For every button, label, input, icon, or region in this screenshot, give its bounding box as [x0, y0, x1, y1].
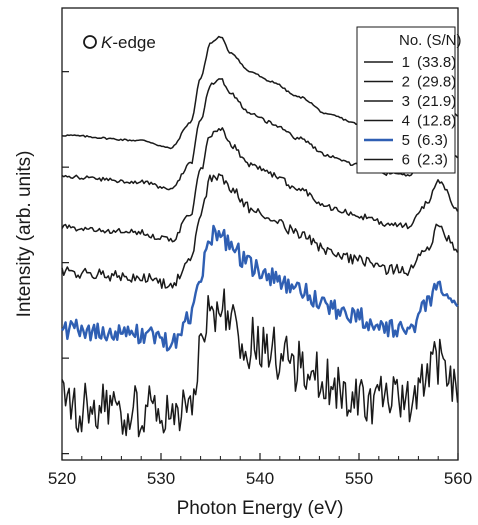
y-axis-ticks — [62, 71, 69, 455]
legend-no-5: 5 — [402, 132, 410, 149]
edge-annotation-edge: K — [101, 33, 113, 52]
legend-box — [356, 26, 456, 174]
x-tick-label: 550 — [345, 469, 373, 488]
edge-annotation-marker-icon — [83, 35, 97, 49]
series-line-6 — [61, 288, 459, 438]
legend-no-3: 3 — [402, 93, 410, 110]
legend-rows: 1 (33.8) 2 (29.8) 3 (21.9) 4 (12.8) 5 (6.3) 6 (2.3) — [364, 54, 456, 169]
edge-annotation-text: K-edge — [101, 33, 156, 52]
series-layer — [61, 35, 459, 438]
legend-sn-3: (21.9) — [417, 93, 456, 110]
series-line-5 — [61, 224, 459, 352]
legend: No. (S/N) 1 (33.8) 2 (29.8) 3 (21.9) 4 (12.8) 5 (… — [356, 26, 462, 174]
legend-sn-1: (33.8) — [417, 54, 456, 71]
legend-no-6: 6 — [402, 152, 410, 169]
x-tick-label: 530 — [147, 469, 175, 488]
x-tick-label: 520 — [48, 469, 76, 488]
x-axis-title: Photon Energy (eV) — [177, 498, 344, 519]
x-tick-label: 560 — [444, 469, 472, 488]
legend-sn-4: (12.8) — [417, 113, 456, 130]
legend-header: No. (S/N) — [399, 32, 462, 49]
legend-no-1: 1 — [402, 54, 410, 71]
x-tick-label: 540 — [246, 469, 274, 488]
legend-sn-2: (29.8) — [417, 74, 456, 91]
legend-no-2: 2 — [402, 74, 410, 91]
series-line-3 — [61, 127, 459, 243]
legend-sn-6: (2.3) — [417, 152, 448, 169]
x-axis-ticks: 520 530 540 550 560 — [48, 453, 472, 488]
edge-annotation-suffix: -edge — [112, 33, 155, 52]
edge-annotation: K-edge — [83, 33, 156, 52]
series-line-4 — [61, 173, 459, 289]
y-axis-title: Intensity (arb. units) — [14, 151, 35, 318]
legend-no-4: 4 — [402, 113, 410, 130]
legend-sn-5: (6.3) — [417, 132, 448, 149]
